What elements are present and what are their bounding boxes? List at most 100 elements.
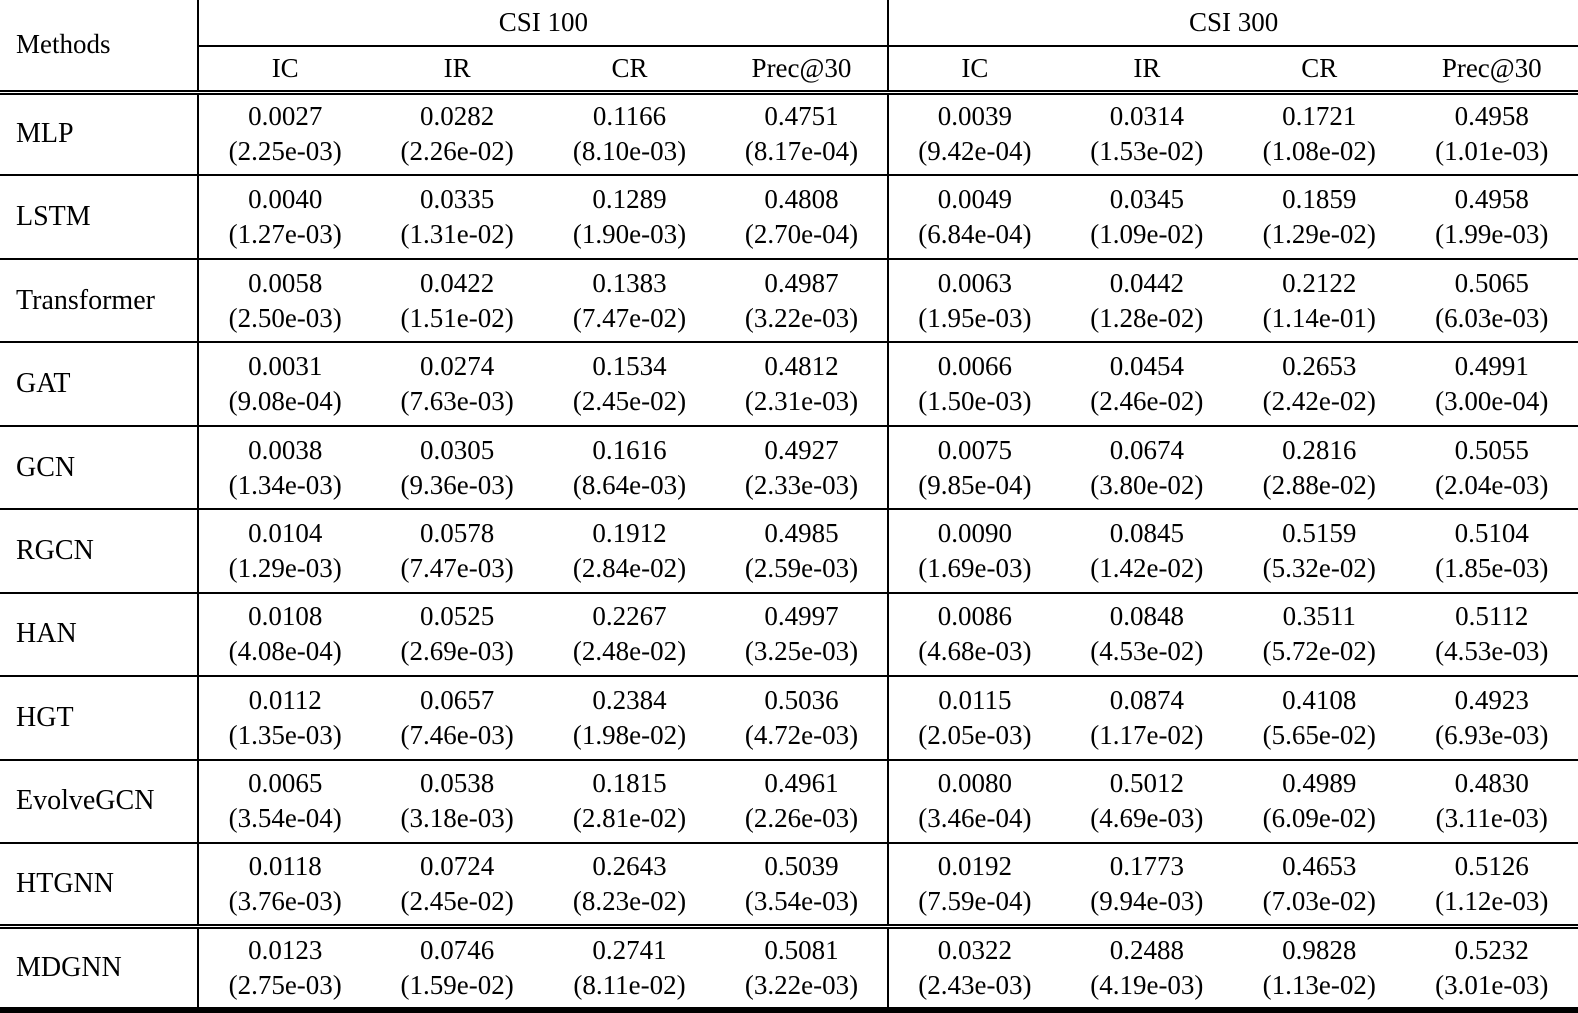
method-name-cell: GCN — [16, 451, 76, 483]
metric-std: (9.42e-04) — [918, 136, 1032, 167]
metric-value: 0.5126 — [1454, 851, 1529, 882]
metric-cell: 0.0578 (7.47e-03) — [371, 509, 543, 592]
metric-cell: 0.1815 (2.81e-02) — [543, 760, 715, 843]
metric-value: 0.0282 — [419, 101, 495, 132]
metric-std: (9.08e-04) — [228, 386, 342, 417]
metric-value: 0.0112 — [248, 684, 322, 715]
metric-cell: 0.4923 (6.93e-03) — [1405, 676, 1578, 759]
metric-value: 0.0578 — [419, 517, 495, 548]
metric-std: (2.70e-04) — [744, 219, 859, 250]
metric-value: 0.0058 — [248, 267, 323, 298]
metric-std: (1.29e-03) — [228, 552, 342, 583]
col-header-csi100-cr: CR — [543, 46, 716, 95]
metric-std: (3.18e-03) — [400, 803, 514, 834]
metric-cell: 0.0848 (4.53e-02) — [1061, 593, 1233, 676]
metric-std: (3.54e-04) — [228, 803, 342, 834]
table-row: LSTM 0.0040 (1.27e-03) 0.0335 (1.31e-02) 0.12… — [0, 175, 1578, 259]
metric-std: (1.95e-03) — [918, 302, 1032, 333]
metric-value: 0.1721 — [1282, 101, 1357, 132]
metric-value: 0.4108 — [1282, 684, 1357, 715]
metric-cell: 0.4108 (5.65e-02) — [1233, 676, 1405, 759]
metric-cell: 0.0031 (9.08e-04) — [197, 342, 371, 426]
metric-cell: 0.0038 (1.34e-03) — [197, 425, 371, 510]
metric-cell: 0.0108 (4.08e-04) — [197, 592, 371, 677]
metric-std: (2.45e-02) — [572, 386, 687, 417]
metric-std: (1.42e-02) — [1090, 552, 1204, 583]
metric-cell: 0.0063 (1.95e-03) — [887, 258, 1061, 343]
metric-std: (1.99e-03) — [1435, 219, 1549, 250]
metric-cell: 0.5055 (2.04e-03) — [1405, 426, 1578, 509]
metric-std: (6.03e-03) — [1435, 302, 1549, 333]
metric-std: (4.19e-03) — [1090, 970, 1204, 1001]
metric-std: (1.98e-02) — [572, 719, 687, 750]
table-row: GAT 0.0031 (9.08e-04) 0.0274 (7.63e-03) 0.153… — [0, 342, 1578, 426]
table-row: HAN 0.0108 (4.08e-04) 0.0525 (2.69e-03) 0.226… — [0, 592, 1578, 677]
metric-cell: 0.2653 (2.42e-02) — [1233, 342, 1405, 425]
metric-std: (9.36e-03) — [400, 469, 514, 500]
metric-cell: 0.4927 (2.33e-03) — [716, 426, 888, 509]
metric-std: (9.94e-03) — [1090, 886, 1204, 917]
group-header-csi100: CSI 100 — [197, 0, 889, 47]
metric-std: (1.53e-02) — [1090, 136, 1204, 167]
group-header-row: Methods CSI 100 CSI 300 — [0, 0, 1578, 95]
metric-value: 0.0039 — [937, 101, 1013, 132]
method-name-cell: HAN — [16, 618, 77, 650]
col-header-csi100-prec30: Prec@30 — [715, 46, 889, 95]
metric-std: (2.43e-03) — [918, 970, 1032, 1001]
metric-std: (1.69e-03) — [918, 552, 1032, 583]
metric-cell: 0.0066 (1.50e-03) — [887, 342, 1061, 426]
table-row: HGT 0.0112 (1.35e-03) 0.0657 (7.46e-03) 0.238… — [0, 676, 1578, 760]
metric-std: (1.35e-03) — [228, 719, 342, 750]
col-header-csi300-cr: CR — [1233, 46, 1406, 95]
metric-cell: 0.0080 (3.46e-04) — [887, 759, 1061, 844]
metric-std: (4.68e-03) — [918, 636, 1032, 667]
metric-cell: 0.0104 (1.29e-03) — [197, 509, 371, 593]
metric-cell: 0.0657 (7.46e-03) — [371, 676, 543, 759]
metric-value: 0.0525 — [419, 601, 495, 632]
col-header-csi300-ir: IR — [1060, 46, 1234, 95]
metric-std: (1.14e-01) — [1262, 302, 1376, 333]
metric-cell: 0.0345 (1.09e-02) — [1061, 175, 1233, 258]
metric-cell: 0.0058 (2.50e-03) — [197, 258, 371, 343]
metric-value: 0.5104 — [1454, 517, 1529, 548]
metric-value: 0.4958 — [1454, 184, 1529, 215]
metric-value: 0.4923 — [1454, 684, 1529, 715]
metric-cell: 0.2267 (2.48e-02) — [543, 593, 715, 676]
metric-value: 0.0724 — [419, 851, 495, 882]
metric-value: 0.1383 — [592, 267, 667, 298]
metric-cell: 0.4808 (2.70e-04) — [716, 175, 888, 258]
metric-cell: 0.1859 (1.29e-02) — [1233, 175, 1405, 258]
method-name-cell: HGT — [16, 701, 74, 733]
metric-std: (1.85e-03) — [1435, 552, 1549, 583]
metric-value: 0.5232 — [1454, 935, 1529, 966]
metric-std: (1.01e-03) — [1435, 136, 1549, 167]
metric-std: (7.63e-03) — [400, 386, 514, 417]
method-name-cell: Transformer — [16, 284, 155, 316]
metric-std: (8.11e-02) — [573, 970, 686, 1001]
metric-value: 0.0538 — [419, 768, 495, 799]
metric-std: (4.08e-04) — [228, 636, 342, 667]
table-row: MDGNN 0.0123 (2.75e-03) 0.0746 (1.59e-02) 0.2… — [0, 926, 1578, 1010]
metric-std: (6.93e-03) — [1435, 719, 1549, 750]
metric-cell: 0.1773 (9.94e-03) — [1061, 843, 1233, 926]
metric-value: 0.1773 — [1109, 851, 1184, 882]
metric-value: 0.5065 — [1454, 267, 1529, 298]
metric-std: (2.31e-03) — [744, 386, 859, 417]
metric-value: 0.0108 — [248, 601, 323, 632]
col-header-csi300-prec30: Prec@30 — [1405, 46, 1578, 95]
group-header-csi300: CSI 300 — [887, 0, 1578, 47]
metric-value: 0.0322 — [937, 935, 1013, 966]
metric-cell: 0.0274 (7.63e-03) — [371, 342, 543, 425]
metric-cell: 0.0086 (4.68e-03) — [887, 592, 1061, 677]
metric-value: 0.0118 — [248, 851, 322, 882]
metric-value: 0.0090 — [937, 517, 1013, 548]
method-name-cell: RGCN — [16, 534, 94, 566]
col-header-csi100-ic: IC — [197, 46, 371, 95]
metric-std: (5.72e-02) — [1262, 636, 1376, 667]
metric-value: 0.1859 — [1282, 184, 1357, 215]
metric-value: 0.1912 — [592, 517, 667, 548]
metric-value: 0.0874 — [1109, 684, 1184, 715]
metric-cell: 0.3511 (5.72e-02) — [1233, 593, 1405, 676]
metric-std: (1.34e-03) — [228, 469, 342, 500]
metric-cell: 0.5232 (3.01e-03) — [1405, 927, 1578, 1010]
